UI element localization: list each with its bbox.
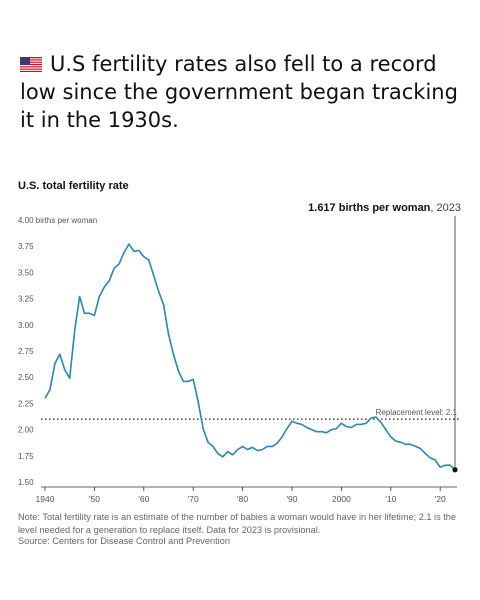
latest-value-dot <box>452 467 458 473</box>
x-axis-ticks: 1940 '50 '60 '70 '80 '90 2000 '10 '20 <box>36 486 457 504</box>
annotation-marker <box>452 216 458 473</box>
series-layer <box>44 243 456 471</box>
x-tick-label: '90 <box>286 494 297 504</box>
y-tick-label: 2.25 <box>18 399 34 408</box>
x-tick-label: 2000 <box>332 494 351 504</box>
chart-source: Source: Centers for Disease Control and … <box>18 536 230 546</box>
post-text: U.S fertility rates also fell to a recor… <box>20 52 458 132</box>
replacement-level-label: Replacement level: 2.1 <box>376 408 458 417</box>
y-tick-label: 3.75 <box>18 242 34 251</box>
y-tick-label: 3.50 <box>18 268 34 277</box>
y-tick-label: 1.50 <box>18 478 34 487</box>
annotation-bold: 1.617 births per woman <box>308 202 431 214</box>
y-tick-label: 1.75 <box>18 452 34 461</box>
y-tick-label: 2.75 <box>18 347 34 356</box>
chart-annotation: 1.617 births per woman, 2023 <box>308 202 461 214</box>
fertility-rate-line <box>44 243 456 471</box>
x-tick-label: '60 <box>138 494 149 504</box>
annotation-year: , 2023 <box>430 202 461 214</box>
chart-note: Note: Total fertility rate is an estimat… <box>18 512 456 535</box>
x-tick-label: '80 <box>237 494 248 504</box>
fertility-line-chart: U.S. total fertility rate 1.617 births p… <box>18 180 461 504</box>
x-tick-label: '10 <box>385 494 396 504</box>
y-axis-ticks: 1.50 1.75 2.00 2.25 2.50 2.75 3.00 3.25 3.50 3.75… <box>18 216 97 487</box>
y-tick-label: 2.00 <box>18 426 34 435</box>
y-tick-label: 3.00 <box>18 321 34 330</box>
y-tick-label: 3.25 <box>18 295 34 304</box>
x-tick-label: 1940 <box>36 494 55 504</box>
x-tick-label: '70 <box>188 494 199 504</box>
us-flag-icon <box>20 57 42 72</box>
x-tick-label: '50 <box>89 494 100 504</box>
y-tick-label: 2.50 <box>18 373 34 382</box>
replacement-level-line: Replacement level: 2.1 <box>41 408 461 420</box>
chart-title: U.S. total fertility rate <box>18 180 129 192</box>
chart-container: U.S. total fertility rate 1.617 births p… <box>0 170 480 570</box>
post-text-block: U.S fertility rates also fell to a recor… <box>20 50 460 134</box>
y-tick-label: 4.00 births per woman <box>18 216 97 225</box>
x-tick-label: '20 <box>435 494 446 504</box>
